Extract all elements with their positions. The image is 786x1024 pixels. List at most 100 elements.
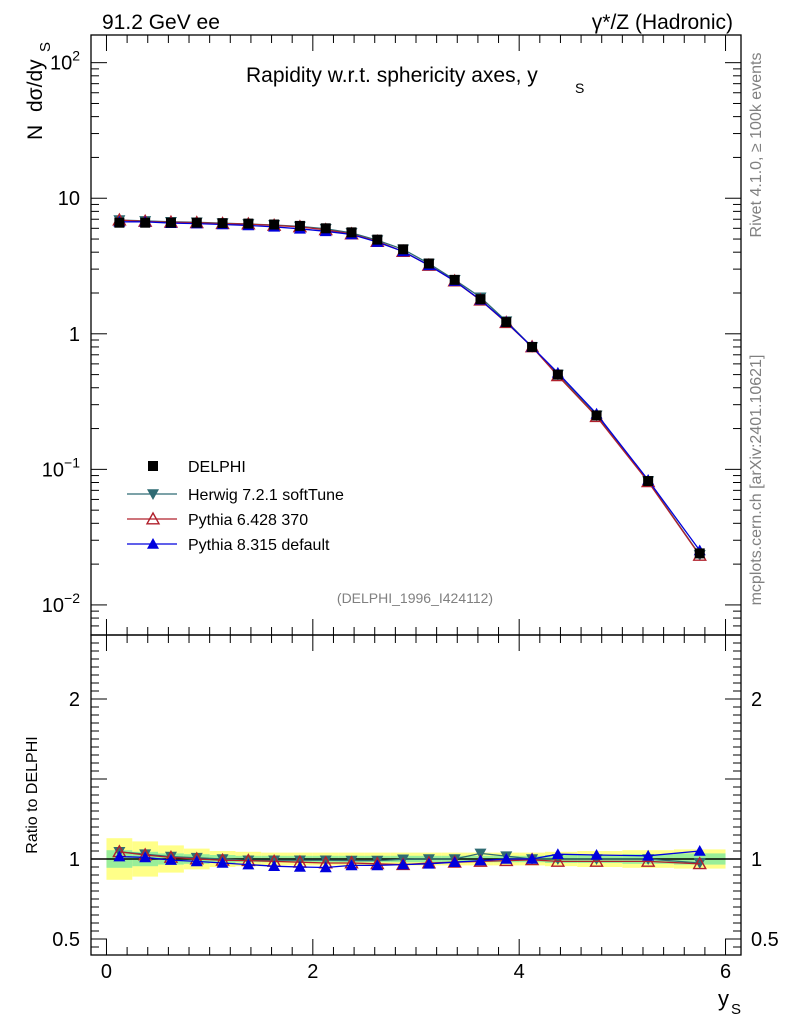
ylabel-main: dσ/dy [24,59,47,112]
ratio-point [550,853,566,867]
x-axis-label: y S [718,986,741,1018]
data-point [643,476,654,487]
legend: DELPHI Herwig 7.2.1 softTune Pythia 6.428 … [127,459,344,554]
axis-tick-labels: 0 2 4 6 10−2 10−1 1 10 102 0.5 0.5 1 1 2 2 [42,48,779,983]
rivet-label: Rivet 4.1.0, ≥ 100k events [748,53,765,238]
data-point [398,244,409,255]
ratio-point [319,861,332,873]
main-series [112,212,707,561]
axis-ticks [91,35,741,955]
series-pythia-6-428-370 [112,212,707,561]
ratio-point [642,849,655,861]
ratio-point [422,857,435,869]
data-point [527,341,538,352]
ratio-point [640,853,656,867]
ylabel-main-subscript: S [37,42,54,52]
y-tick-label-main: 102 [50,48,80,75]
legend-label: Pythia 6.428 370 [188,512,308,529]
ratio-point [139,851,152,863]
data-point [372,234,383,245]
legend-marker [148,461,158,471]
data-point [140,217,151,228]
right-title: γ*/Z (Hadronic) [592,11,733,34]
y-tick-label-ratio-right: 0.5 [751,929,779,951]
ratio-point [551,848,564,859]
data-point [475,294,486,305]
y-tick-label-main: 10−2 [42,590,80,617]
ratio-point [293,855,306,867]
ratio-point [319,855,332,867]
ylabel-prefix: N [24,125,47,140]
analysis-id: (DELPHI_1996_I424112) [337,590,493,606]
chart-title-subscript: S [575,80,584,96]
data-point [449,274,460,285]
ratio-point [693,845,706,856]
ratio-point [345,859,358,871]
xlabel-subscript: S [731,1001,741,1018]
y-tick-label-ratio: 0.5 [52,929,80,951]
ratio-point [268,860,281,871]
ratio-point [216,857,229,868]
x-tick-label: 0 [101,961,112,983]
data-point [217,218,228,229]
left-title: 91.2 GeV ee [102,11,220,34]
ratio-point [293,861,306,872]
series-pythia-8-315-default [113,215,706,556]
ratio-point [242,858,255,870]
chart-title: Rapidity w.r.t. sphericity axes, y S [246,64,584,96]
legend-item: Herwig 7.2.1 softTune [127,487,344,504]
legend-marker [145,511,161,525]
ratio-point [500,853,513,864]
data-point [294,220,305,231]
series-line [119,219,701,556]
ratio-point [448,856,461,867]
legend-item: DELPHI [148,459,246,476]
ratio-point [590,849,603,860]
ratio-series [112,844,707,873]
ratio-plot-frame [90,634,742,956]
legend-item: Pythia 6.428 370 [127,511,308,529]
series-herwig-7-2-1-softtune [113,215,706,561]
chart-title-text: Rapidity w.r.t. sphericity axes, y [246,64,538,87]
data-point [346,227,357,238]
series-line [119,219,701,556]
data-point [552,369,563,380]
data-point [165,217,176,228]
y-tick-label-ratio-right: 1 [751,849,762,871]
ratio-point [474,854,487,866]
series-delphi [114,217,705,559]
data-point [243,218,254,229]
data-point [269,219,280,230]
ratio-series-pythia-8-315-default [113,845,706,873]
main-y-axis-label: N dσ/dy S [24,42,54,140]
ratio-point [371,859,384,871]
data-point [591,410,602,421]
legend-label: Herwig 7.2.1 softTune [188,487,344,504]
data-point [501,317,512,328]
ratio-point [526,853,539,864]
ratio-point [113,850,126,862]
x-tick-label: 2 [307,961,318,983]
data-point [191,217,202,228]
ratio-point [589,853,604,867]
xlabel: y [718,986,729,1011]
y-tick-label-ratio: 1 [69,849,80,871]
legend-label: DELPHI [188,459,246,476]
data-point [694,548,705,559]
legend-item: Pythia 8.315 default [127,537,330,554]
mcplots-label: mcplots.cern.ch [arXiv:2401.10621] [748,355,765,606]
y-tick-label-main: 10−1 [42,454,80,481]
ratio-point [164,854,177,865]
data-point [320,223,331,234]
x-tick-label: 4 [514,961,525,983]
ratio-point [190,855,203,867]
data-point [423,258,434,269]
legend-marker [147,489,159,500]
ratio-point [692,856,707,870]
legend-marker [147,538,159,549]
legend-label: Pythia 8.315 default [188,537,330,554]
ratio-y-axis-label: Ratio to DELPHI [24,736,41,853]
y-tick-label-ratio-right: 2 [751,689,762,711]
y-tick-label-ratio: 2 [69,689,80,711]
